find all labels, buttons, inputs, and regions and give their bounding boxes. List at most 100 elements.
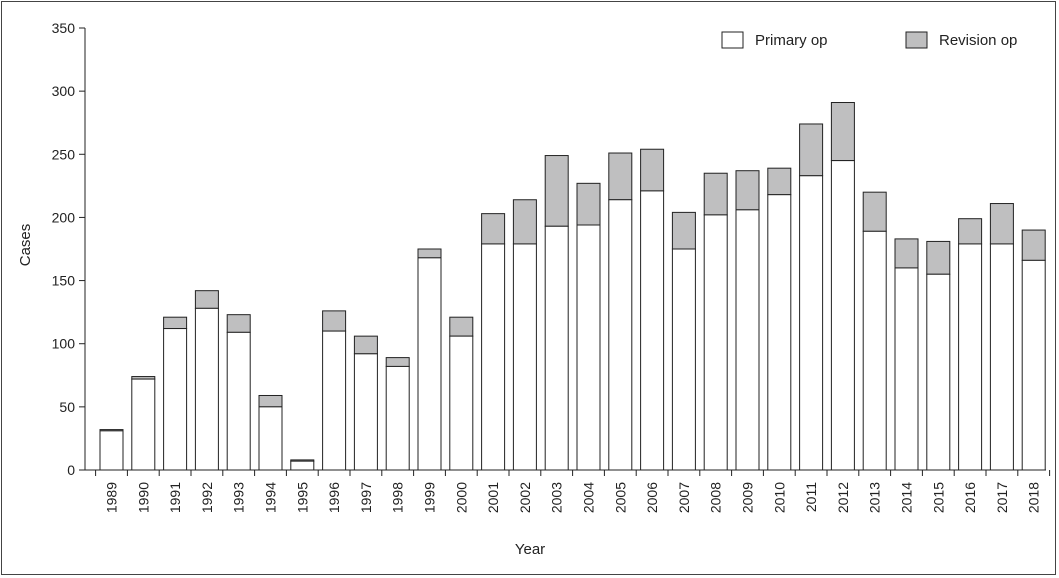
bar-revision-1997 <box>353 335 378 355</box>
bar-revision-1993 <box>226 314 251 333</box>
legend-swatch-revision <box>905 31 928 49</box>
bar-revision-2005 <box>608 152 633 201</box>
x-tick-label: 2012 <box>835 482 851 513</box>
bar-revision-1998 <box>385 357 410 367</box>
bar-primary-2009 <box>735 209 760 471</box>
bar-revision-2011 <box>799 123 824 177</box>
x-tick-label: 2013 <box>867 482 883 513</box>
bar-primary-2001 <box>481 243 506 471</box>
bar-primary-1989 <box>99 430 124 471</box>
bar-revision-2003 <box>544 155 569 227</box>
bar-primary-2010 <box>767 194 792 471</box>
x-tick-label: 2007 <box>676 482 692 513</box>
bar-primary-2015 <box>926 273 951 471</box>
bar-primary-2013 <box>862 230 887 471</box>
bar-revision-1996 <box>322 310 347 332</box>
bar-primary-2006 <box>640 190 665 471</box>
x-tick-label: 2010 <box>771 482 787 513</box>
x-tick-label: 1996 <box>326 482 342 513</box>
bar-revision-2001 <box>481 213 506 245</box>
x-tick-label: 2008 <box>708 482 724 513</box>
x-tick-label: 1995 <box>294 482 310 513</box>
y-tick-label: 100 <box>52 336 76 352</box>
bar-primary-2003 <box>544 225 569 471</box>
bar-primary-2000 <box>449 335 474 471</box>
x-tick-label: 2018 <box>1026 482 1042 513</box>
y-tick-label: 300 <box>52 83 76 99</box>
legend-label-revision: Revision op <box>939 32 1017 49</box>
legend-label-primary: Primary op <box>755 32 828 49</box>
bar-primary-2008 <box>703 214 728 471</box>
x-tick-label: 2017 <box>994 482 1010 513</box>
bar-revision-2018 <box>1021 229 1046 261</box>
tick-labels: 0 50 100 150 200 250 300 350 1989 1990 1991 1992 199… <box>52 20 1042 513</box>
x-tick-label: 1990 <box>135 482 151 513</box>
x-tick-label: 2006 <box>644 482 660 513</box>
bar-primary-1991 <box>163 328 188 471</box>
bar-revision-2013 <box>862 191 887 232</box>
x-tick-label: 2015 <box>930 482 946 513</box>
x-tick-label: 1992 <box>199 482 215 513</box>
x-tick-label: 2002 <box>517 482 533 513</box>
bar-revision-1994 <box>258 394 283 408</box>
bar-primary-2012 <box>830 160 855 471</box>
bar-primary-2002 <box>512 243 537 471</box>
x-tick-label: 1999 <box>422 482 438 513</box>
bar-revision-2012 <box>830 102 855 162</box>
bar-revision-1999 <box>417 248 442 259</box>
bar-primary-1994 <box>258 406 283 471</box>
bar-primary-2014 <box>894 267 919 471</box>
bar-revision-2002 <box>512 199 537 245</box>
bar-revision-1991 <box>163 316 188 330</box>
bar-primary-1993 <box>226 331 251 471</box>
legend: Primary op Revision op <box>721 31 1017 49</box>
bar-primary-2017 <box>989 243 1014 471</box>
bar-primary-1998 <box>385 365 410 471</box>
x-tick-label: 1997 <box>358 482 374 513</box>
bar-revision-2017 <box>989 203 1014 245</box>
y-tick-label: 350 <box>52 20 76 36</box>
bar-primary-2018 <box>1021 259 1046 471</box>
x-tick-label: 1998 <box>390 482 406 513</box>
bars <box>99 102 1046 471</box>
bar-revision-2014 <box>894 238 919 269</box>
bar-primary-1990 <box>131 378 156 471</box>
x-tick-label: 1993 <box>231 482 247 513</box>
bar-revision-1992 <box>194 290 219 309</box>
x-tick-label: 1994 <box>263 482 279 513</box>
y-tick-label: 0 <box>67 462 75 478</box>
bar-primary-2007 <box>671 248 696 471</box>
bar-primary-2011 <box>799 175 824 471</box>
y-tick-label: 50 <box>59 399 75 415</box>
x-tick-label: 2003 <box>549 482 565 513</box>
x-tick-label: 2001 <box>485 482 501 513</box>
bar-primary-1997 <box>353 353 378 471</box>
x-tick-label: 2000 <box>453 482 469 513</box>
bar-revision-2016 <box>958 218 983 245</box>
bar-revision-2009 <box>735 170 760 211</box>
bar-primary-2005 <box>608 199 633 471</box>
y-tick-label: 250 <box>52 146 76 162</box>
bar-primary-1995 <box>290 460 315 471</box>
bar-revision-2008 <box>703 172 728 216</box>
x-axis-title: Year <box>515 541 545 558</box>
bar-primary-1992 <box>194 307 219 471</box>
bar-revision-2006 <box>640 148 665 192</box>
bar-revision-2004 <box>576 182 601 226</box>
bar-primary-1999 <box>417 257 442 471</box>
x-tick-label: 2011 <box>803 482 819 512</box>
x-tick-label: 2005 <box>612 482 628 513</box>
y-tick-label: 150 <box>52 273 76 289</box>
bar-primary-1996 <box>322 330 347 471</box>
legend-swatch-primary <box>721 31 744 49</box>
y-tick-label: 200 <box>52 209 76 225</box>
bar-revision-2000 <box>449 316 474 337</box>
bar-revision-2010 <box>767 167 792 196</box>
bar-primary-2016 <box>958 243 983 471</box>
bar-revision-2015 <box>926 240 951 275</box>
x-tick-label: 2016 <box>962 482 978 513</box>
x-tick-label: 2009 <box>740 482 756 513</box>
bar-revision-2007 <box>671 211 696 250</box>
y-axis-title: Cases <box>17 224 34 267</box>
